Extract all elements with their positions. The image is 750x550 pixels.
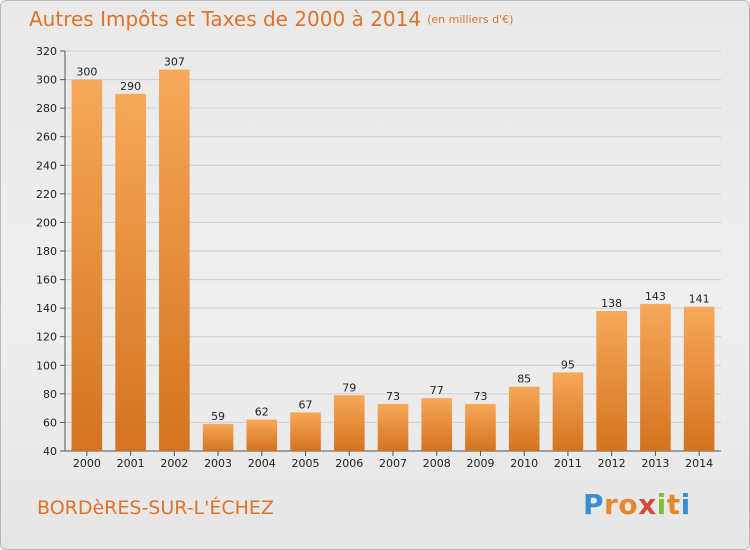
data-label: 77 xyxy=(430,384,444,397)
x-tick-label: 2001 xyxy=(117,457,145,470)
y-tick-label: 300 xyxy=(36,74,57,87)
y-tick-label: 60 xyxy=(43,416,57,429)
bar-2001 xyxy=(115,93,146,451)
data-label: 73 xyxy=(473,390,487,403)
chart-title: Autres Impôts et Taxes de 2000 à 2014 (en… xyxy=(29,7,513,31)
y-tick-label: 200 xyxy=(36,216,57,229)
y-tick-label: 260 xyxy=(36,131,57,144)
y-tick-label: 220 xyxy=(36,188,57,201)
x-tick-label: 2009 xyxy=(466,457,494,470)
data-label: 95 xyxy=(561,358,575,371)
data-label: 62 xyxy=(255,406,269,419)
x-tick-label: 2003 xyxy=(204,457,232,470)
y-tick-label: 40 xyxy=(43,445,57,458)
proxiti-logo: Proxiti xyxy=(583,488,691,521)
data-label: 307 xyxy=(164,56,185,69)
bar-2003 xyxy=(202,423,234,451)
x-tick-label: 2000 xyxy=(73,457,101,470)
x-tick-label: 2014 xyxy=(685,457,713,470)
bar-2012 xyxy=(596,311,627,451)
bar-2013 xyxy=(640,303,671,451)
chart-title-text: Autres Impôts et Taxes de 2000 à 2014 xyxy=(29,7,422,31)
y-tick-label: 100 xyxy=(36,359,57,372)
data-label: 141 xyxy=(689,293,710,306)
x-tick-label: 2002 xyxy=(160,457,188,470)
data-label: 79 xyxy=(342,381,356,394)
y-tick-label: 80 xyxy=(43,388,57,401)
logo-letter: P xyxy=(583,488,605,521)
chart-subtitle: (en milliers d'€) xyxy=(427,13,514,26)
bar-2010 xyxy=(508,386,540,451)
bar-2002 xyxy=(159,69,190,452)
data-label: 138 xyxy=(601,297,622,310)
y-tick-label: 140 xyxy=(36,302,57,315)
data-label: 59 xyxy=(211,410,225,423)
y-tick-label: 180 xyxy=(36,245,57,258)
logo-letter: o xyxy=(618,488,639,521)
bar-2008 xyxy=(421,398,453,451)
logo-letter: i xyxy=(680,488,691,521)
town-name: BORDèRES-SUR-L'ÉCHEZ xyxy=(37,497,274,519)
x-tick-label: 2011 xyxy=(554,457,582,470)
bar-layer xyxy=(71,69,715,452)
y-tick-label: 280 xyxy=(36,102,57,115)
x-tick-label: 2004 xyxy=(248,457,276,470)
bar-2011 xyxy=(552,372,584,451)
y-tick-label: 240 xyxy=(36,159,57,172)
logo-letter: t xyxy=(666,488,681,521)
logo-letter: r xyxy=(604,488,619,521)
bar-2009 xyxy=(465,403,496,451)
y-tick-label: 120 xyxy=(36,331,57,344)
bar-2006 xyxy=(333,395,365,451)
x-tick-label: 2010 xyxy=(510,457,538,470)
y-tick-label: 160 xyxy=(36,274,57,287)
data-label: 67 xyxy=(299,398,313,411)
data-label: 290 xyxy=(120,80,141,93)
x-tick-label: 2008 xyxy=(423,457,451,470)
bar-2007 xyxy=(377,403,409,451)
x-tick-label: 2006 xyxy=(335,457,363,470)
bar-2005 xyxy=(290,412,321,451)
label-layer: 2000 300 2001 290 2002 307 2003 59 2004 62 2005 67 2… xyxy=(73,56,713,470)
data-label: 300 xyxy=(76,66,97,79)
x-tick-label: 2005 xyxy=(292,457,320,470)
logo-letter: i xyxy=(656,488,667,521)
x-tick-label: 2007 xyxy=(379,457,407,470)
x-tick-label: 2012 xyxy=(598,457,626,470)
data-label: 143 xyxy=(645,290,666,303)
y-tick-label: 320 xyxy=(36,45,57,58)
data-label: 85 xyxy=(517,373,531,386)
x-tick-label: 2013 xyxy=(641,457,669,470)
data-label: 73 xyxy=(386,390,400,403)
bar-2000 xyxy=(71,79,103,452)
bar-2014 xyxy=(683,306,715,451)
bar-2004 xyxy=(246,419,278,451)
logo-letter: x xyxy=(638,488,657,521)
